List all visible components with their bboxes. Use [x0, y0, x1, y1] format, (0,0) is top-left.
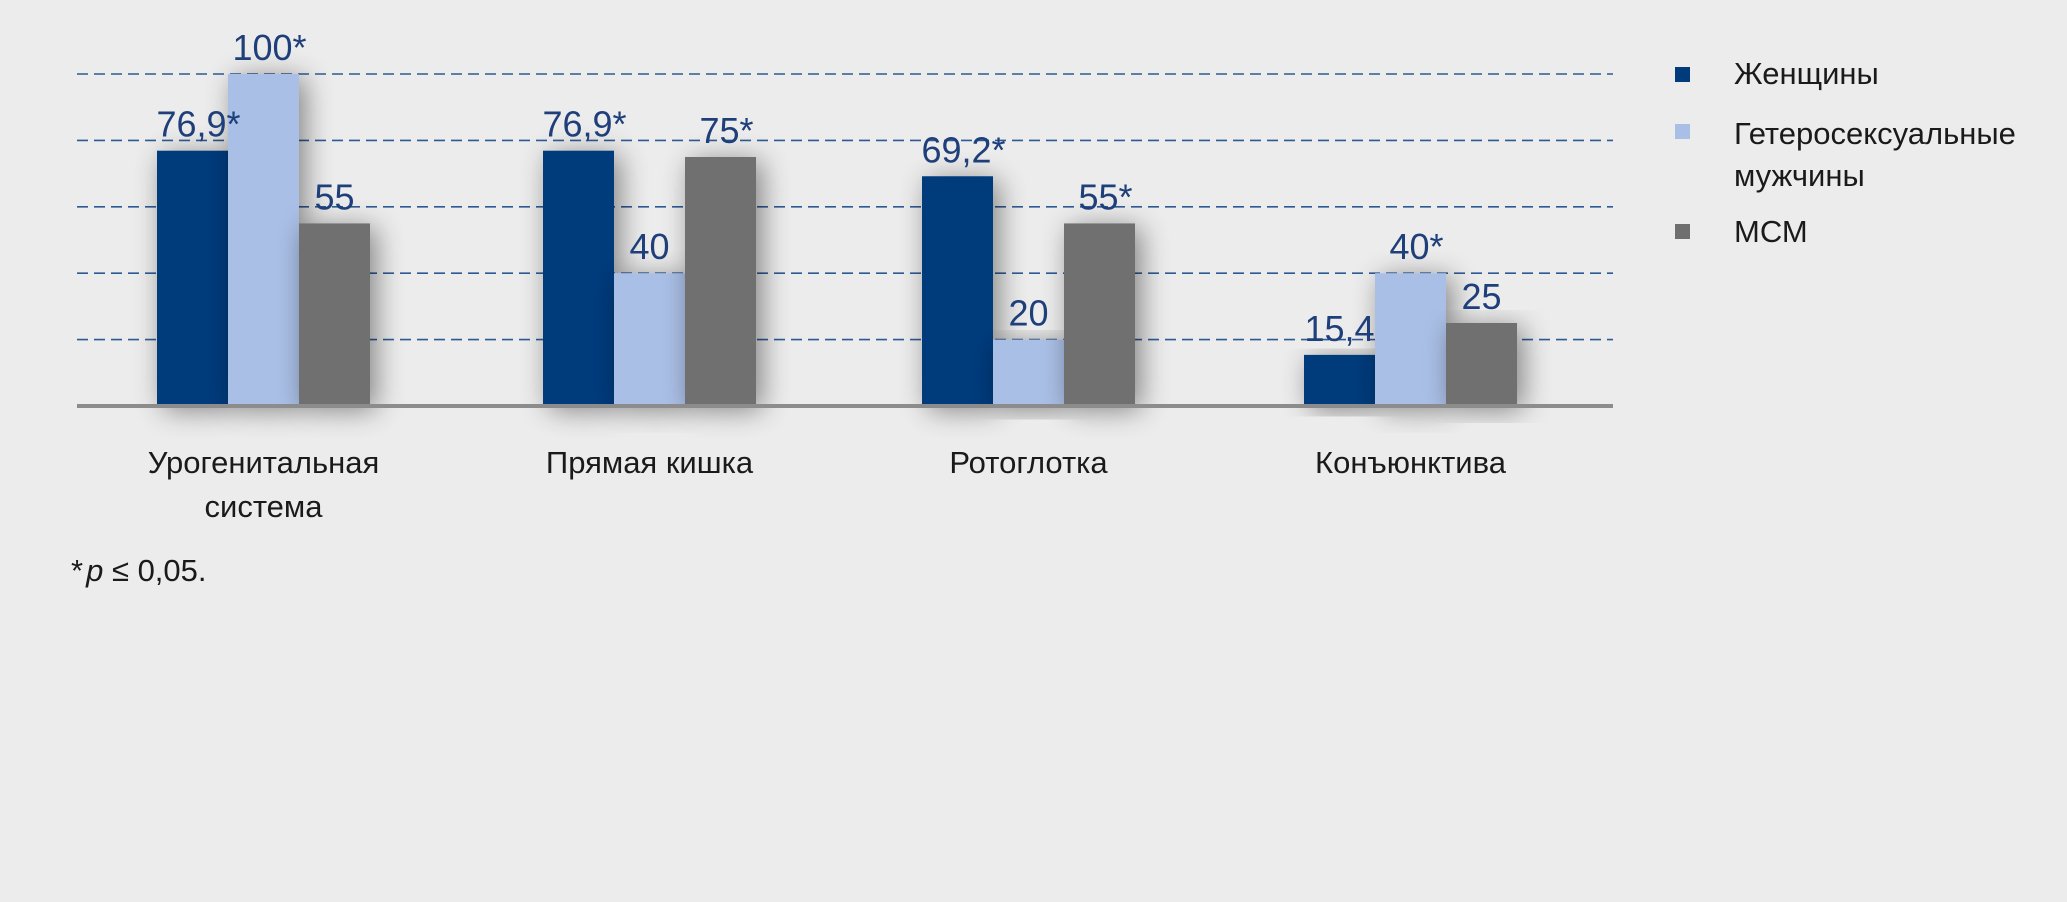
data-label: 40*: [1389, 226, 1443, 267]
bar: [543, 150, 614, 406]
bar: [299, 223, 370, 406]
bar: [228, 74, 299, 406]
data-label: 76,9*: [156, 104, 240, 145]
bar: [1304, 354, 1375, 406]
category-label: Ротоглотка: [949, 445, 1108, 480]
footnote-p: p: [85, 553, 103, 588]
bar: [1064, 223, 1135, 406]
legend-swatch: [1675, 124, 1690, 139]
data-label: 15,4: [1304, 308, 1374, 349]
legend: Женщины Гетеросексуальные мужчины МСМ: [1675, 56, 2016, 249]
bar: [1375, 273, 1446, 406]
bar: [993, 339, 1064, 406]
data-label: 55*: [1078, 176, 1132, 217]
data-label: 69,2*: [921, 129, 1005, 170]
legend-label: Гетеросексуальные: [1734, 116, 2016, 151]
bar: [614, 273, 685, 406]
bar: [1446, 323, 1517, 406]
category-label: Прямая кишка: [546, 445, 754, 480]
category-labels: Урогенитальная система Прямая кишка Ротогло…: [148, 445, 1507, 524]
legend-label: Женщины: [1734, 56, 1879, 91]
category-label: система: [205, 489, 324, 524]
bar: [685, 157, 756, 406]
legend-swatch: [1675, 224, 1690, 239]
data-label: 25: [1461, 276, 1501, 317]
data-label: 40: [629, 226, 669, 267]
bar: [157, 150, 228, 406]
category-label: Урогенитальная: [148, 445, 380, 480]
footnote-rest: ≤ 0,05.: [103, 553, 206, 588]
footnote-star: *: [71, 553, 83, 588]
bar: [922, 176, 993, 406]
legend-label: МСМ: [1734, 214, 1808, 249]
legend-swatch: [1675, 67, 1690, 82]
footnote: *p ≤ 0,05.: [71, 553, 207, 588]
category-label: Конъюнктива: [1315, 445, 1507, 480]
data-label: 75*: [699, 110, 753, 151]
bars: [157, 74, 1517, 406]
legend-label: мужчины: [1734, 158, 1865, 193]
data-label: 76,9*: [542, 104, 626, 145]
data-labels: 76,9* 100* 55 76,9* 40 75* 69,2* 20 55* 15,4 40* 25: [156, 27, 1501, 349]
data-label: 100*: [232, 27, 306, 68]
data-label: 20: [1008, 293, 1048, 334]
data-label: 55: [314, 176, 354, 217]
footnote: *p ≤ 0,05.: [71, 553, 207, 588]
